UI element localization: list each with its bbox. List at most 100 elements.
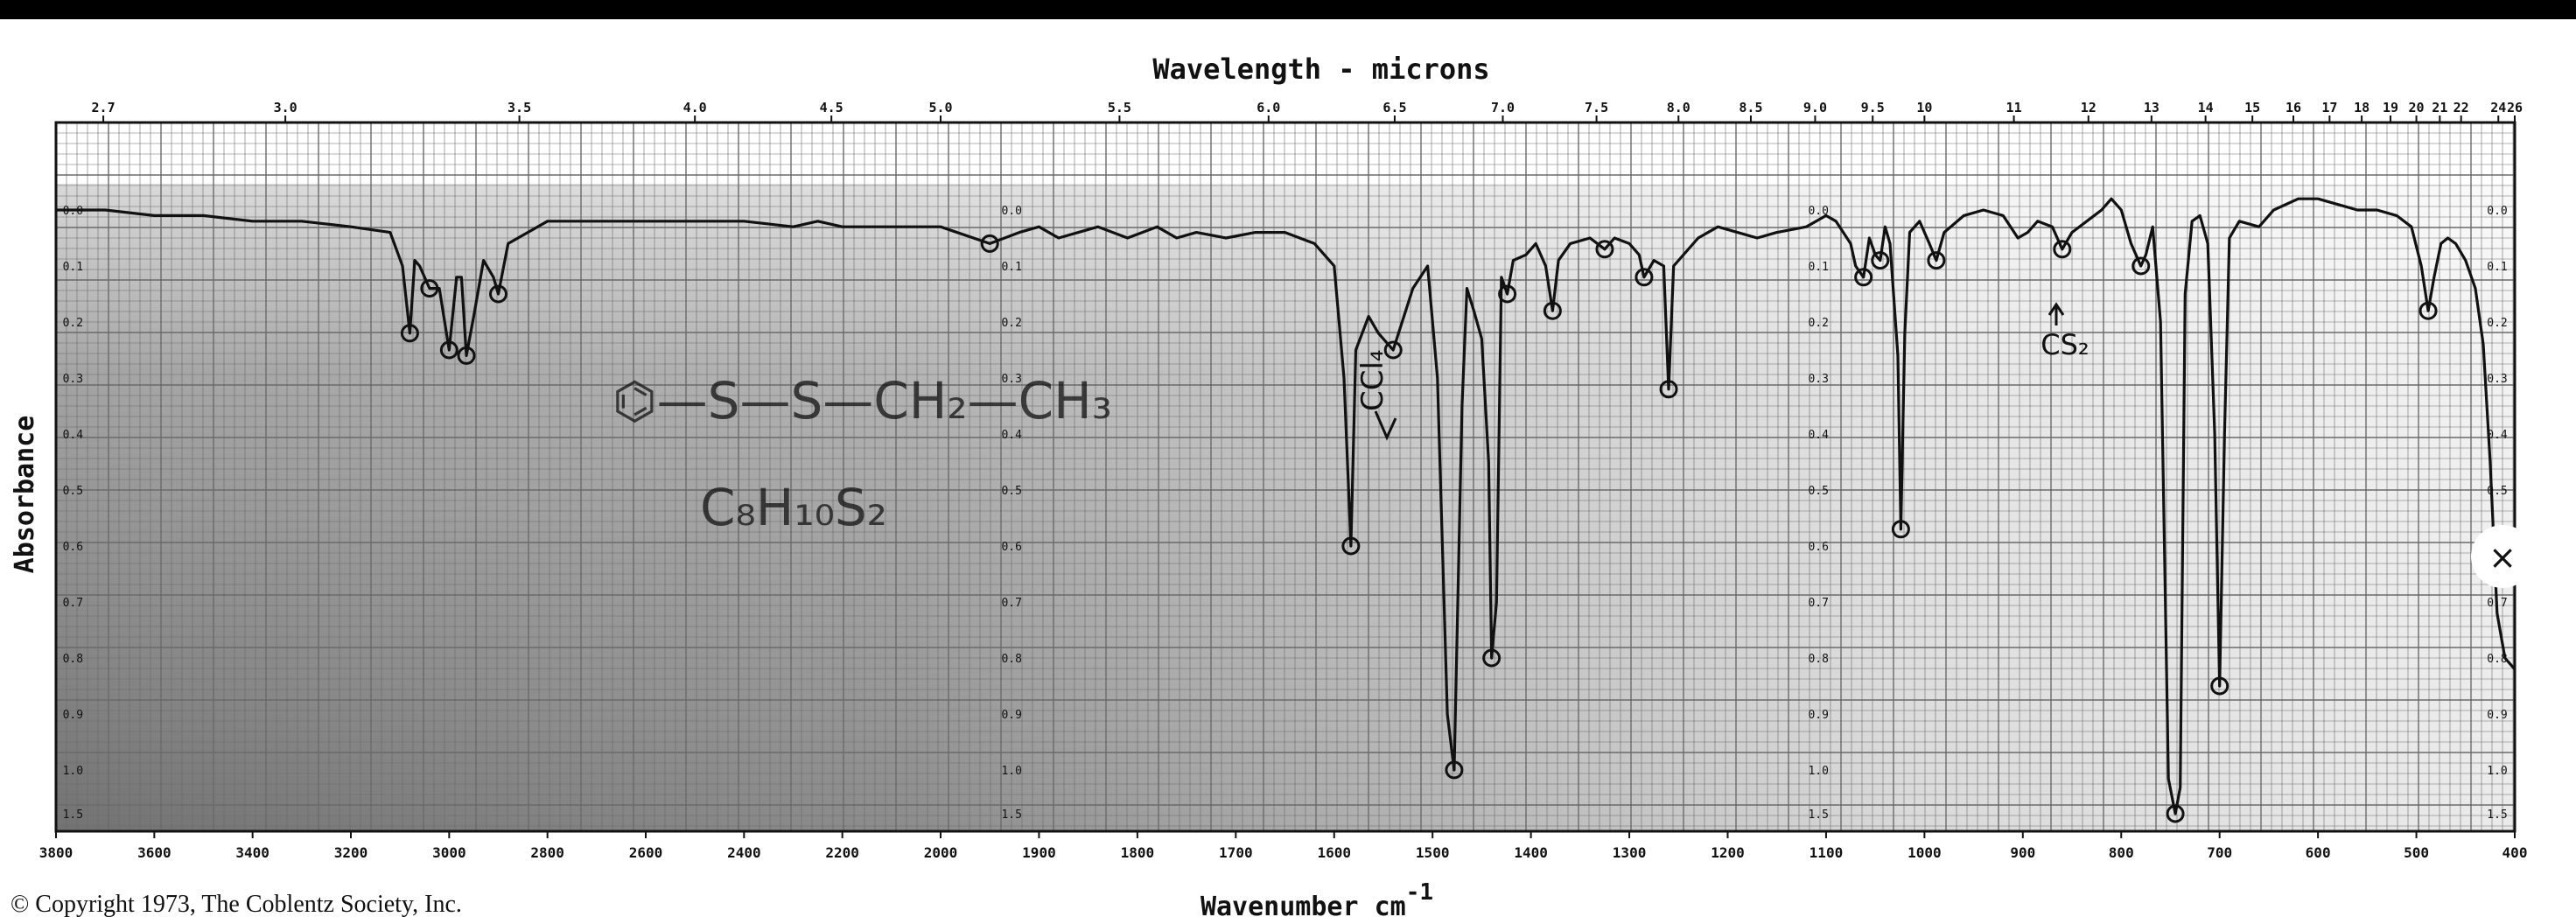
micron-tick-label: 17 bbox=[2321, 100, 2337, 116]
close-button[interactable]: × bbox=[2471, 525, 2534, 588]
y-tick-label: 1.0 bbox=[1001, 765, 1021, 778]
x-tick-label: 1700 bbox=[1219, 844, 1253, 861]
y-tick-label: 0.9 bbox=[63, 709, 83, 722]
y-tick-label: 0.5 bbox=[63, 485, 83, 498]
ccl4-label: CCl₄ bbox=[1355, 349, 1390, 411]
x-tick-label: 2200 bbox=[825, 844, 859, 861]
micron-tick-label: 3.5 bbox=[508, 100, 531, 116]
x-tick-label: 2000 bbox=[924, 844, 958, 861]
micron-tick-label: 26 bbox=[2507, 100, 2523, 116]
micron-tick-label: 24 bbox=[2490, 100, 2506, 116]
micron-tick-label: 9.5 bbox=[1861, 100, 1885, 116]
y-tick-label: 0.6 bbox=[1808, 541, 1828, 554]
micron-tick-label: 2.7 bbox=[92, 100, 116, 116]
micron-tick-label: 3.0 bbox=[274, 100, 298, 116]
copyright-notice: © Copyright 1973, The Coblentz Society, … bbox=[10, 891, 462, 918]
x-tick-label: 500 bbox=[2404, 844, 2429, 861]
y-tick-label: 1.0 bbox=[1808, 765, 1828, 778]
y-tick-label: 0.1 bbox=[2487, 261, 2507, 274]
micron-tick-label: 8.5 bbox=[1739, 100, 1762, 116]
close-icon[interactable]: × bbox=[2488, 538, 2516, 577]
y-tick-label: 1.5 bbox=[1808, 808, 1828, 822]
x-tick-label: 2400 bbox=[727, 844, 761, 861]
series-layer bbox=[56, 197, 2516, 823]
micron-tick-label: 11 bbox=[2006, 100, 2022, 116]
x-tick-label: 800 bbox=[2109, 844, 2134, 861]
peak-marker bbox=[2166, 804, 2185, 823]
x-tick-label: 3200 bbox=[334, 844, 368, 861]
x-tick-label: 400 bbox=[2502, 844, 2528, 861]
close-button-circle[interactable] bbox=[2471, 525, 2534, 588]
y-tick-label: 0.5 bbox=[1808, 485, 1828, 498]
x-tick-label: 1200 bbox=[1711, 844, 1745, 861]
peak-marker bbox=[489, 284, 508, 304]
micron-tick-label: 21 bbox=[2432, 100, 2447, 116]
y-tick-label: 0.2 bbox=[63, 317, 83, 330]
peak-marker bbox=[1854, 268, 1873, 287]
y-tick-label: 0.8 bbox=[1808, 653, 1828, 666]
ccl4-arrow bbox=[1374, 410, 1397, 441]
peak-marker bbox=[457, 346, 476, 365]
peak-marker bbox=[2418, 301, 2438, 320]
x-tick-label: 1400 bbox=[1514, 844, 1548, 861]
micron-tick-label: 6.5 bbox=[1382, 100, 1406, 116]
y-tick-label: 0.4 bbox=[1808, 429, 1829, 442]
y-tick-label: 0.2 bbox=[1001, 317, 1021, 330]
y-tick-label: 0.7 bbox=[63, 597, 83, 610]
y-tick-label: 0.9 bbox=[2487, 709, 2507, 722]
micron-tick-label: 10 bbox=[1916, 100, 1932, 116]
y-tick-label: 0.8 bbox=[63, 653, 83, 666]
micron-tick-label: 9.0 bbox=[1803, 100, 1827, 116]
micron-tick-label: 19 bbox=[2383, 100, 2398, 116]
peak-marker bbox=[1595, 240, 1614, 259]
micron-tick-label: 5.5 bbox=[1108, 100, 1131, 116]
y-tick-label: 0.3 bbox=[1001, 373, 1021, 386]
wavenumber-tick-labels: 3800 3600 3400 3200 3000 2800 2600 2400 2200 2000… bbox=[39, 831, 2528, 861]
y-tick-label: 0.1 bbox=[1808, 261, 1828, 274]
peak-marker bbox=[1383, 340, 1403, 360]
structure-annotation: ⌬—S—S—CH₂—CH₃ C₈H₁₀S₂ bbox=[612, 371, 1112, 537]
micron-tick-label: 5.0 bbox=[928, 100, 952, 116]
y-tick-label: 0.5 bbox=[1001, 485, 1021, 498]
micron-tick-label: 14 bbox=[2198, 100, 2214, 116]
y-tick-label: 0.0 bbox=[1808, 205, 1828, 218]
peak-marker bbox=[1341, 536, 1361, 556]
top-axis-title: Wavelength - microns bbox=[1152, 52, 1489, 86]
peak-marker bbox=[1498, 284, 1517, 304]
x-axis-title: Wavenumber cm-1 bbox=[1200, 879, 1433, 922]
micron-tick-label: 12 bbox=[2081, 100, 2096, 116]
micron-tick-labels: 2.7 3.0 3.5 4.0 4.5 5.0 5.5 6.0 6.5 7.0 7.5 8.0 8.5 9… bbox=[92, 100, 2523, 122]
grid-lines bbox=[55, 122, 2515, 831]
peak-marker bbox=[1871, 251, 1890, 270]
y-tick-label: 0.4 bbox=[2487, 429, 2508, 442]
x-tick-label: 3400 bbox=[235, 844, 270, 861]
y-tick-label: 1.0 bbox=[2487, 765, 2507, 778]
y-tick-label: 0.9 bbox=[1001, 709, 1021, 722]
plot-area bbox=[54, 121, 2516, 833]
absorbance-tick-labels: 0.0 0.1 0.2 0.3 0.4 0.5 0.6 0.7 0.8 0.9 1.0 1.5 0.0 0… bbox=[63, 205, 2508, 822]
peak-marker bbox=[1659, 380, 1678, 399]
micron-tick-label: 22 bbox=[2454, 100, 2469, 116]
x-tick-label: 1800 bbox=[1121, 844, 1155, 861]
y-tick-label: 0.6 bbox=[63, 541, 83, 554]
micron-tick-label: 20 bbox=[2409, 100, 2425, 116]
spectrum-line bbox=[56, 197, 2516, 816]
y-tick-label: 0.3 bbox=[63, 373, 83, 386]
molecular-formula-text: C₈H₁₀S₂ bbox=[700, 478, 887, 537]
ccl4-annotation: CCl₄ bbox=[1355, 349, 1397, 441]
y-tick-label: 1.5 bbox=[2487, 808, 2507, 822]
y-tick-label: 0.7 bbox=[1808, 597, 1828, 610]
y-tick-label: 0.4 bbox=[1001, 429, 1022, 442]
y-tick-label: 0.7 bbox=[1001, 597, 1021, 610]
micron-tick-label: 18 bbox=[2354, 100, 2370, 116]
peak-marker bbox=[1543, 301, 1562, 320]
x-tick-label: 2800 bbox=[530, 844, 564, 861]
y-tick-label: 1.5 bbox=[1001, 808, 1021, 822]
micron-tick-label: 4.0 bbox=[683, 100, 707, 116]
y-tick-label: 0.3 bbox=[1808, 373, 1828, 386]
x-tick-label: 1000 bbox=[1908, 844, 1942, 861]
x-tick-label: 1500 bbox=[1416, 844, 1450, 861]
x-tick-label: 1100 bbox=[1810, 844, 1844, 861]
y-tick-label: 0.9 bbox=[1808, 709, 1828, 722]
y-tick-label: 0.4 bbox=[63, 429, 84, 442]
